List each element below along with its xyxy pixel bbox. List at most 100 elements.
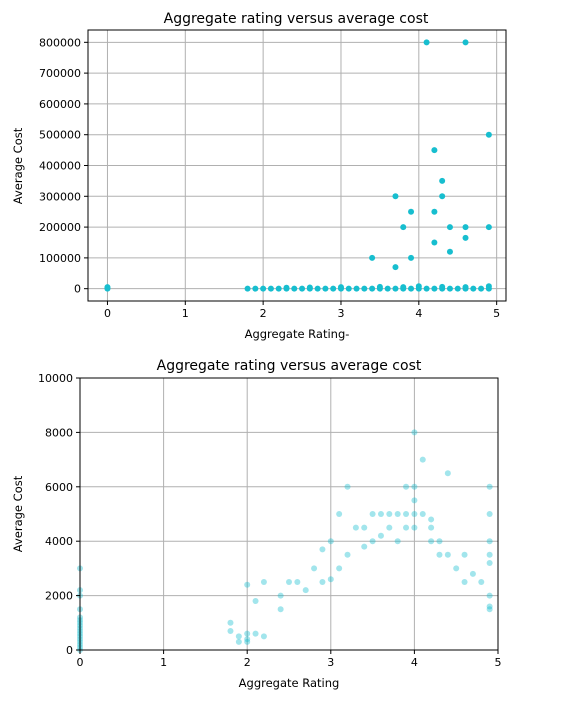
scatter-point <box>485 131 492 138</box>
scatter-point <box>260 285 267 292</box>
scatter-point <box>104 284 111 291</box>
scatter-point <box>444 551 451 558</box>
scatter-point <box>327 576 334 583</box>
y-tick-label: 6000 <box>45 481 73 494</box>
y-tick-label: 600000 <box>39 98 81 111</box>
x-tick-label: 4 <box>415 307 422 320</box>
scatter-point <box>361 524 368 531</box>
y-tick-label: 500000 <box>39 129 81 142</box>
y-tick-label: 800000 <box>39 36 81 49</box>
scatter-point <box>444 470 451 477</box>
scatter-point <box>252 285 259 292</box>
scatter-point <box>244 638 251 645</box>
scatter-point <box>486 592 493 599</box>
x-tick-label: 3 <box>337 307 344 320</box>
scatter-point <box>267 285 274 292</box>
scatter-point <box>454 285 461 292</box>
scatter-point <box>411 524 418 531</box>
scatter-point <box>428 524 435 531</box>
scatter-point <box>286 579 292 585</box>
scatter-point <box>277 606 284 613</box>
scatter-point <box>330 285 337 292</box>
scatter-point <box>428 516 435 523</box>
scatter-point <box>446 248 453 255</box>
scatter-point <box>376 283 383 290</box>
scatter-point <box>352 524 359 531</box>
scatter-point <box>369 254 376 261</box>
scatter-point <box>400 224 407 231</box>
chart-1: Aggregate rating versus average cost 0 1 2… <box>11 11 507 341</box>
chart-2-title: Aggregate rating versus average cost <box>157 358 422 374</box>
scatter-point <box>486 559 493 566</box>
scatter-point <box>486 538 493 545</box>
scatter-point <box>446 285 453 292</box>
scatter-point <box>411 483 418 490</box>
scatter-point <box>462 234 469 241</box>
scatter-point <box>302 587 309 594</box>
scatter-point <box>369 285 376 292</box>
x-tick-label: 3 <box>327 656 334 669</box>
y-tick-label: 4000 <box>45 535 73 548</box>
scatter-point <box>411 429 418 436</box>
scatter-point <box>415 283 422 290</box>
scatter-point <box>260 579 267 585</box>
scatter-point <box>408 208 415 215</box>
scatter-point <box>344 483 351 490</box>
x-tick-label: 5 <box>493 307 500 320</box>
scatter-point <box>403 511 410 517</box>
scatter-point <box>361 285 368 292</box>
scatter-point <box>283 284 290 291</box>
scatter-point <box>419 511 426 517</box>
y-tick-label: 400000 <box>39 160 81 173</box>
scatter-point <box>431 147 438 154</box>
scatter-point <box>322 285 329 292</box>
scatter-point <box>392 193 399 200</box>
x-tick-label: 5 <box>495 656 502 669</box>
scatter-point <box>384 285 391 292</box>
chart-1-xlabel: Aggregate Rating- <box>245 327 350 341</box>
scatter-point <box>403 483 410 490</box>
scatter-point <box>252 598 259 605</box>
scatter-point <box>235 633 242 640</box>
scatter-point <box>485 224 492 231</box>
scatter-point <box>227 627 234 634</box>
scatter-point <box>439 283 446 290</box>
scatter-point <box>462 39 469 46</box>
scatter-point <box>314 285 321 292</box>
scatter-point <box>386 524 393 531</box>
scatter-point <box>227 619 234 626</box>
scatter-point <box>252 630 259 637</box>
scatter-point <box>369 511 376 517</box>
scatter-point <box>408 285 415 292</box>
scatter-point <box>423 285 430 292</box>
scatter-point <box>244 630 251 637</box>
scatter-point <box>462 224 469 231</box>
scatter-point <box>461 551 468 558</box>
scatter-point <box>344 551 351 558</box>
scatter-point <box>392 285 399 292</box>
scatter-point <box>486 606 493 613</box>
scatter-point <box>439 193 446 200</box>
scatter-point <box>419 456 426 463</box>
scatter-point <box>369 538 376 545</box>
y-tick-label: 0 <box>74 283 81 296</box>
scatter-point <box>327 538 334 545</box>
x-tick-label: 2 <box>244 656 251 669</box>
scatter-point <box>478 285 485 292</box>
scatter-point <box>478 579 485 585</box>
scatter-point <box>485 283 492 290</box>
scatter-point <box>403 524 410 531</box>
chart-2-xlabel: Aggregate Rating <box>239 676 340 690</box>
scatter-point <box>436 551 443 558</box>
scatter-point <box>431 208 438 215</box>
scatter-point <box>336 511 343 517</box>
y-tick-label: 100000 <box>39 252 81 265</box>
x-tick-label: 0 <box>77 656 84 669</box>
scatter-point <box>244 285 251 292</box>
scatter-point <box>428 538 435 545</box>
scatter-point <box>431 285 438 292</box>
scatter-point <box>469 570 476 577</box>
chart-2-ylabel: Average Cost <box>11 475 25 552</box>
y-tick-label: 300000 <box>39 190 81 203</box>
